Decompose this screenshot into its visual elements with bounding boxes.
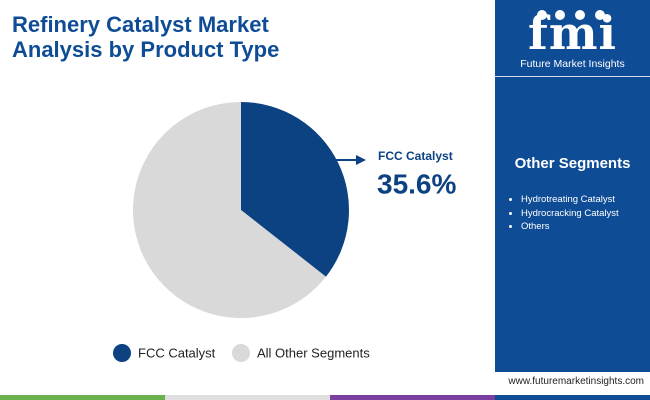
legend-label: All Other Segments [257,345,370,360]
callout-value: 35.6% [377,168,456,199]
segment-item: Hydrotreating Catalyst [521,193,619,207]
divider [495,76,650,77]
stripe [330,395,495,400]
segment-item: Others [521,220,619,234]
chart: FCC Catalyst 35.6% FCC Catalyst All Other S… [113,102,456,362]
website: www.futuremarketinsights.com [508,376,644,387]
brand: Future Market Insights [520,58,625,70]
stripe [165,395,330,400]
segment-list: Hydrotreating CatalystHydrocracking Cata… [507,193,619,234]
chart-title: Refinery Catalyst Market Analysis by Pro… [12,12,280,62]
segment-item: Hydrocracking Catalyst [521,207,619,221]
logo: fmi [528,6,617,60]
segments-heading: Other Segments [514,155,631,172]
legend-label: FCC Catalyst [138,345,216,360]
pie-slice [133,102,326,318]
callout-arrowhead [356,155,366,165]
legend-swatch [232,344,250,362]
legend-swatch [113,344,131,362]
sidebar: fmi Future Market Insights Other Segment… [495,0,650,372]
callout-label: FCC Catalyst [378,149,453,163]
logo-icons [537,10,605,20]
stripe [0,395,165,400]
pie-slice [241,102,350,277]
stripe [495,395,650,400]
